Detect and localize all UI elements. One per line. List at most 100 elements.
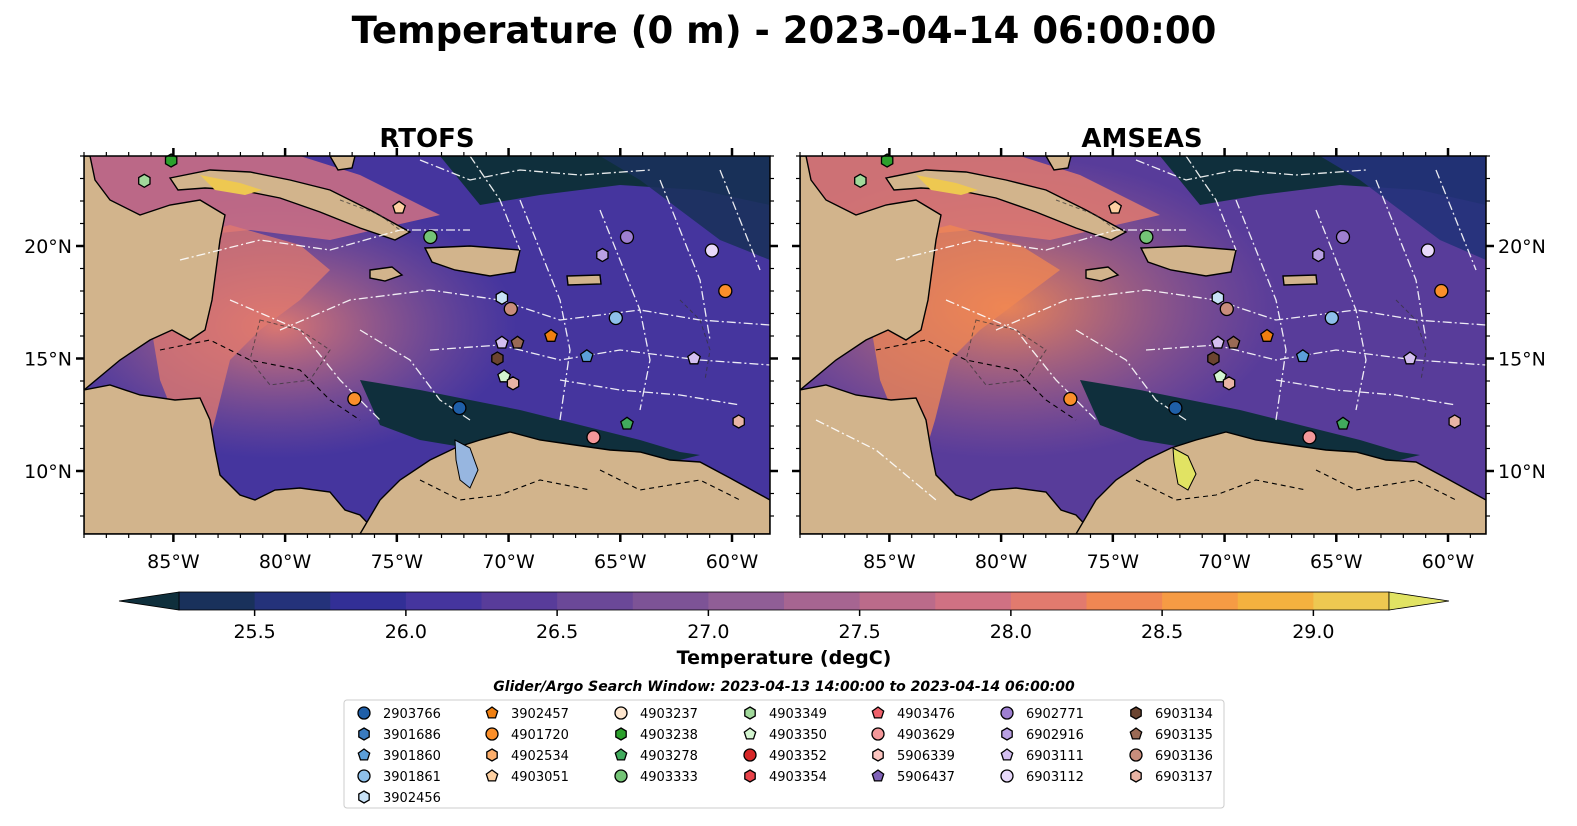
gulf-warm — [84, 156, 440, 320]
warm-lagoon — [916, 175, 978, 195]
legend-marker — [1129, 727, 1143, 740]
colorbar-ticks: 25.5 26.0 26.5 27.0 27.5 28.0 28.5 29.0 — [233, 610, 1335, 643]
y-tick-label: 10°N — [1498, 461, 1546, 483]
panel-title-rtofs: RTOFS — [379, 124, 474, 154]
legend-label: 4902534 — [511, 749, 569, 764]
legend-label: 4903333 — [640, 770, 698, 785]
axes-frame-amseas — [799, 155, 1487, 535]
legend-label: 2903766 — [383, 707, 441, 722]
colorbar-bin — [481, 592, 558, 610]
colorbar-tick-label: 29.0 — [1292, 621, 1334, 643]
observation-marker — [1324, 310, 1339, 326]
x-tick-label: 85°W — [863, 551, 916, 573]
legend-label: 3901860 — [383, 749, 441, 764]
legend-marker — [743, 748, 757, 762]
colorbar-bins — [178, 591, 1390, 611]
observation-marker — [608, 310, 623, 326]
observation-marker — [494, 335, 509, 349]
warm-lagoon — [200, 175, 262, 195]
legend-label: 3902457 — [511, 707, 569, 722]
lake-maracaibo — [454, 439, 479, 489]
x-tick-label: 80°W — [259, 551, 312, 573]
y-tick-label: 15°N — [1498, 349, 1546, 371]
observation-marker — [347, 391, 362, 407]
observation-marker — [620, 416, 634, 430]
legend-marker — [1000, 748, 1014, 761]
legend-marker — [1001, 727, 1013, 741]
lake-maracaibo — [1172, 447, 1197, 491]
legend-marker — [614, 706, 628, 720]
observation-marker — [1207, 351, 1220, 366]
legend-label: 4903238 — [640, 728, 698, 743]
legend-label: 6903137 — [1155, 770, 1213, 785]
colorbar-bin — [1162, 592, 1239, 610]
colorbar-bin — [405, 592, 483, 610]
isobath-contours — [965, 199, 1427, 386]
colorbar-bin — [708, 592, 785, 610]
colorbar-tick-label: 26.0 — [385, 621, 427, 643]
observation-marker — [596, 247, 609, 263]
panel-amseas: AMSEAS — [792, 124, 1546, 573]
eez-boundaries — [815, 156, 1486, 501]
legend-label: 3901686 — [383, 728, 441, 743]
colorbar-bin — [1237, 592, 1314, 610]
observation-marker — [1211, 290, 1225, 306]
observation-markers-amseas — [854, 153, 1461, 445]
legend-marker — [744, 706, 756, 720]
colorbar-label: Temperature (degC) — [677, 647, 892, 669]
legend-label: 6903134 — [1155, 707, 1213, 722]
legend-label: 3902456 — [383, 791, 441, 806]
legend-label: 4903629 — [897, 728, 955, 743]
x-tick-label: 65°W — [594, 551, 647, 573]
legend-marker — [871, 769, 885, 782]
legend-label: 4903349 — [769, 707, 827, 722]
legend-marker — [1130, 706, 1142, 720]
observation-marker — [704, 243, 720, 258]
colorbar-tick-label: 27.5 — [838, 621, 880, 643]
x-tick-label: 80°W — [975, 551, 1028, 573]
x-tick-label: 85°W — [147, 551, 200, 573]
legend-label: 6903111 — [1026, 749, 1084, 764]
x-tick-label: 65°W — [1310, 551, 1363, 573]
legend-label: 4903278 — [640, 749, 698, 764]
colorbar-bin — [935, 592, 1012, 610]
legend-marker — [485, 727, 499, 741]
colorbar-bin — [1086, 592, 1163, 610]
eez-boundaries — [179, 156, 770, 421]
observation-marker — [495, 290, 509, 306]
legend-label: 5906437 — [897, 770, 955, 785]
colorbar-bin — [179, 592, 256, 610]
observation-marker — [1260, 328, 1274, 342]
legend-label: 6903136 — [1155, 749, 1213, 764]
legend-label: 5906339 — [897, 749, 955, 764]
legend-marker — [614, 748, 628, 761]
colorbar-tick-label: 27.0 — [687, 621, 729, 643]
observation-marker — [1434, 283, 1449, 299]
observation-marker — [586, 430, 601, 445]
legend-marker — [358, 727, 370, 741]
observation-marker — [1222, 376, 1236, 391]
legend-marker — [485, 769, 499, 782]
observation-marker — [392, 200, 407, 214]
legend-label: 3901861 — [383, 770, 441, 785]
legend-label: 4903352 — [769, 749, 827, 764]
colorbar-extend-high — [1388, 591, 1450, 611]
observation-marker — [1420, 243, 1436, 258]
colorbar-tick-label: 28.5 — [1141, 621, 1183, 643]
observation-marker — [732, 414, 745, 429]
legend-marker — [614, 769, 628, 783]
y-tick-label: 15°N — [24, 349, 72, 371]
legend-marker — [1129, 748, 1143, 762]
legend-label: 4903476 — [897, 707, 955, 722]
axis-ticks-amseas: 85°W 80°W 75°W 70°W 65°W 60°W 20°N 15°N 10°N — [792, 148, 1546, 573]
legend-marker — [1130, 769, 1142, 783]
colorbar-tick-label: 25.5 — [233, 621, 275, 643]
colorbar-bin — [632, 592, 709, 610]
observation-marker — [510, 335, 525, 349]
colorbar-bin — [1313, 592, 1390, 610]
legend-marker — [485, 706, 499, 719]
observation-marker — [506, 376, 520, 391]
legend-label: 6902916 — [1026, 728, 1084, 743]
figure-title: Temperature (0 m) - 2023-04-14 06:00:00 — [352, 9, 1217, 52]
isobath-contours — [249, 199, 711, 386]
